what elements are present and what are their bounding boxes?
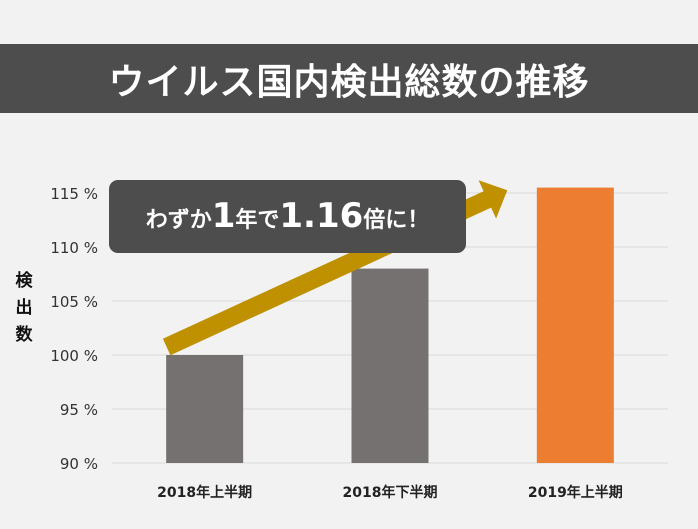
y-axis-label-char: 検	[15, 271, 33, 291]
y-axis-label-char: 出	[15, 298, 33, 318]
callout-box: わずか 1 年で 1.16 倍に！	[109, 180, 466, 253]
bar	[536, 187, 614, 463]
y-tick-label: 95 %	[60, 401, 98, 419]
callout-text-1: わずか	[145, 208, 212, 233]
y-tick-label: 115 %	[50, 185, 98, 203]
callout-text-3: 倍に！	[363, 208, 430, 233]
chart-title: ウイルス国内検出総数の推移	[0, 44, 698, 113]
x-tick-label: 2019年上半期	[528, 484, 623, 501]
callout-text-2: 年で	[235, 208, 280, 233]
bar	[351, 268, 429, 463]
y-tick-label: 90 %	[60, 455, 98, 473]
x-tick-label: 2018年上半期	[157, 484, 252, 501]
bars	[166, 187, 614, 463]
y-tick-labels: 90 % 95 % 100 % 105 % 110 % 115 %	[50, 185, 98, 473]
y-tick-label: 100 %	[50, 347, 98, 365]
callout-number-2: 1.16	[279, 196, 364, 236]
y-tick-label: 105 %	[50, 293, 98, 311]
x-tick-label: 2018年下半期	[343, 484, 438, 501]
y-axis-label-char: 数	[15, 325, 33, 345]
y-tick-label: 110 %	[50, 239, 98, 257]
callout-number-1: 1	[211, 196, 236, 236]
y-axis-label: 検出数	[12, 268, 36, 349]
x-tick-labels: 2018年上半期 2018年下半期 2019年上半期	[157, 484, 623, 501]
bar	[166, 355, 244, 463]
